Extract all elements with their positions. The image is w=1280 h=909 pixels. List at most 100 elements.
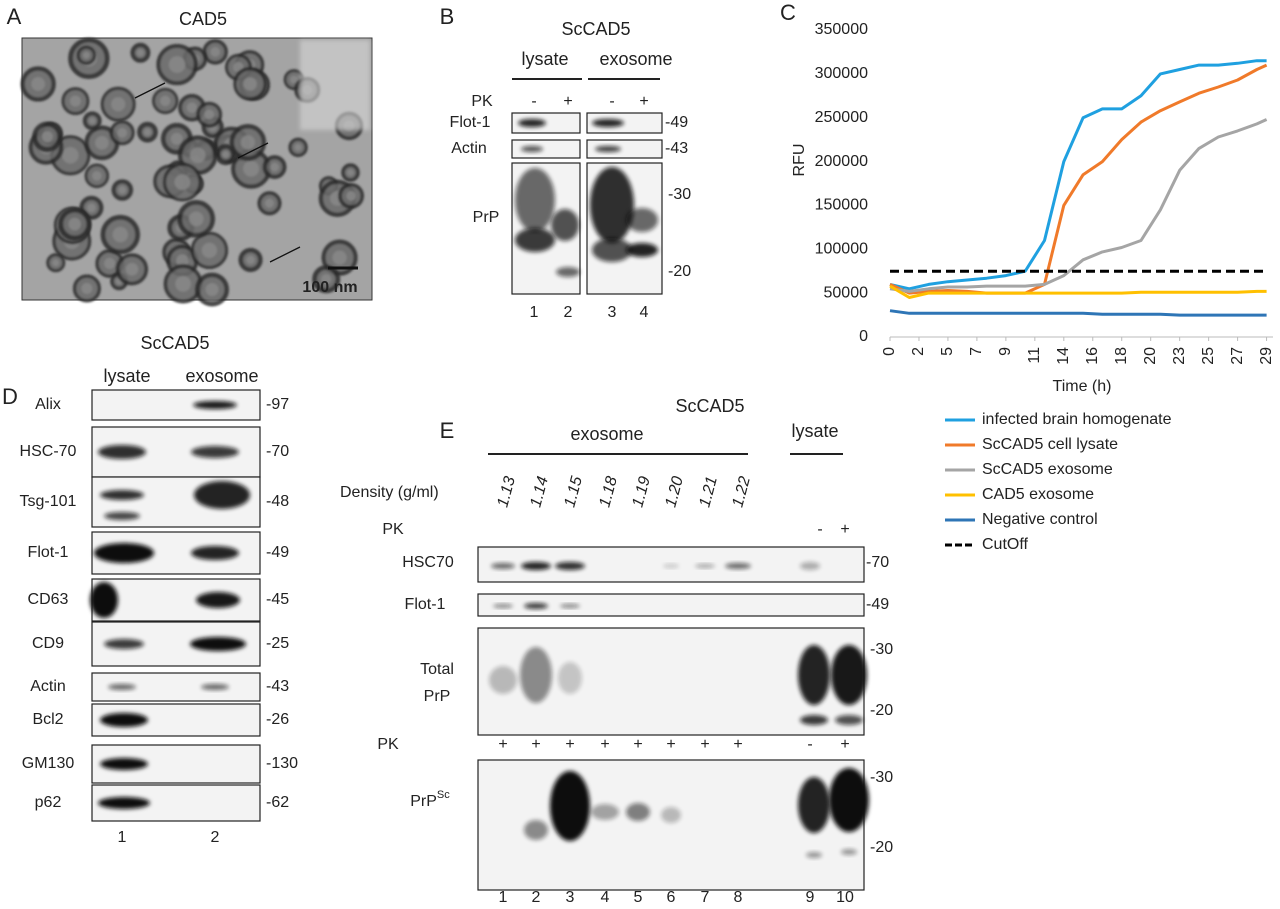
row-label: PrP: [473, 209, 500, 226]
vesicle-core: [186, 102, 198, 113]
band: [551, 209, 579, 241]
vesicle-core: [91, 170, 102, 181]
row-label: Flot-1: [405, 596, 446, 613]
x-tick-label: 20: [1142, 347, 1159, 365]
density: 1.13: [494, 475, 519, 510]
vesicle-core: [95, 135, 109, 150]
band: [626, 243, 658, 257]
band: [626, 208, 658, 232]
pk-label: PK: [377, 736, 399, 753]
vesicle-core: [189, 147, 206, 164]
band: [489, 666, 517, 694]
band: [555, 562, 585, 570]
lane-number: 10: [836, 889, 854, 906]
band: [104, 639, 144, 649]
pk-label: PK: [471, 93, 493, 110]
band: [193, 401, 237, 409]
band: [524, 603, 548, 609]
band: [798, 777, 830, 833]
vesicle-core: [188, 211, 204, 227]
panel-letter: B: [440, 4, 455, 29]
legend-label: CAD5 exosome: [982, 486, 1094, 503]
row-label: Total: [420, 661, 454, 678]
x-tick-label: 7: [968, 347, 985, 356]
panel-title: ScCAD5: [561, 19, 630, 39]
pk-sign: +: [733, 736, 742, 753]
lane-number: 4: [640, 304, 649, 321]
mw-marker: -43: [665, 140, 688, 157]
band: [558, 662, 582, 694]
lane-number: 3: [566, 889, 575, 906]
band: [521, 562, 551, 570]
band: [560, 604, 580, 608]
row-label: p62: [35, 794, 62, 811]
lane-number: 1: [499, 889, 508, 906]
row-label: Tsg-101: [20, 493, 77, 510]
mw-marker: -70: [266, 443, 289, 460]
band: [191, 546, 239, 560]
density: 1.20: [662, 475, 687, 510]
row-label: HSC-70: [20, 443, 77, 460]
band: [196, 592, 240, 608]
pk-sign: +: [600, 736, 609, 753]
pk-sign: +: [498, 736, 507, 753]
vesicle-core: [290, 75, 299, 84]
mw-marker: -49: [866, 596, 889, 613]
mw-marker: -49: [665, 114, 688, 131]
x-tick-label: 14: [1055, 347, 1072, 365]
mw-marker: -43: [266, 678, 289, 695]
y-tick-label: 300000: [815, 65, 868, 82]
band: [100, 713, 148, 727]
lane-number: 4: [601, 889, 610, 906]
density: 1.15: [561, 475, 586, 510]
band: [800, 715, 828, 725]
mw-marker: -25: [266, 635, 289, 652]
row-label: Flot-1: [28, 544, 69, 561]
series-line: [889, 309, 1267, 317]
superscript: Sc: [437, 789, 450, 801]
band: [806, 852, 822, 858]
legend-label: ScCAD5 exosome: [982, 461, 1113, 478]
group-label: exosome: [599, 49, 672, 69]
vesicle-core: [118, 186, 127, 194]
vesicle-core: [264, 198, 275, 208]
legend-label: infected brain homogenate: [982, 411, 1172, 428]
mw-marker: -20: [870, 839, 893, 856]
lane-number: 7: [701, 889, 710, 906]
x-tick-label: 27: [1229, 347, 1246, 365]
density: 1.22: [729, 475, 754, 510]
vesicle-core: [243, 160, 260, 177]
row-label: CD9: [32, 635, 64, 652]
mw-marker: -30: [870, 769, 893, 786]
y-tick-label: 100000: [815, 241, 868, 258]
band: [550, 771, 590, 841]
vesicle-core: [87, 203, 96, 213]
pk-sign: +: [840, 736, 849, 753]
band: [201, 684, 229, 690]
vesicle-core: [201, 242, 218, 259]
band: [521, 146, 543, 152]
vesicle-core: [159, 95, 171, 107]
vesicle-core: [31, 77, 46, 91]
x-tick-label: 2: [910, 347, 927, 356]
x-tick-label: 25: [1200, 347, 1217, 365]
lane-number: 3: [608, 304, 617, 321]
band: [798, 645, 830, 705]
group-label: lysate: [791, 421, 838, 441]
vesicle-core: [143, 128, 152, 136]
vesicle-core: [320, 273, 332, 285]
series-line: [889, 63, 1268, 295]
band: [108, 684, 136, 690]
lane-number: 8: [734, 889, 743, 906]
vesicle-core: [111, 97, 126, 112]
panel-letter: A: [7, 4, 22, 29]
lane-number: 9: [806, 889, 815, 906]
scale-label: 100 nm: [302, 279, 357, 296]
vesicle-core: [175, 275, 192, 292]
arrow: [269, 246, 301, 263]
mw-marker: -26: [266, 711, 289, 728]
row-label: Alix: [35, 396, 61, 413]
vesicle-core: [174, 174, 191, 191]
panel-letter: E: [440, 418, 455, 443]
panel-title: CAD5: [179, 9, 227, 29]
